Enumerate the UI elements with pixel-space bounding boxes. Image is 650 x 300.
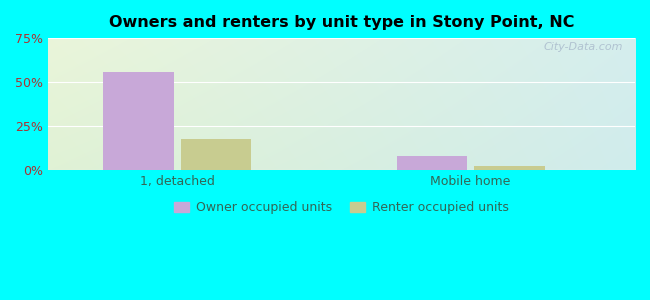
Text: City-Data.com: City-Data.com	[544, 42, 623, 52]
Bar	[181, 139, 251, 170]
Bar	[474, 166, 545, 170]
Bar	[396, 156, 467, 170]
Title: Owners and renters by unit type in Stony Point, NC: Owners and renters by unit type in Stony…	[109, 15, 574, 30]
Bar	[103, 73, 174, 170]
Legend: Owner occupied units, Renter occupied units: Owner occupied units, Renter occupied un…	[169, 196, 514, 220]
